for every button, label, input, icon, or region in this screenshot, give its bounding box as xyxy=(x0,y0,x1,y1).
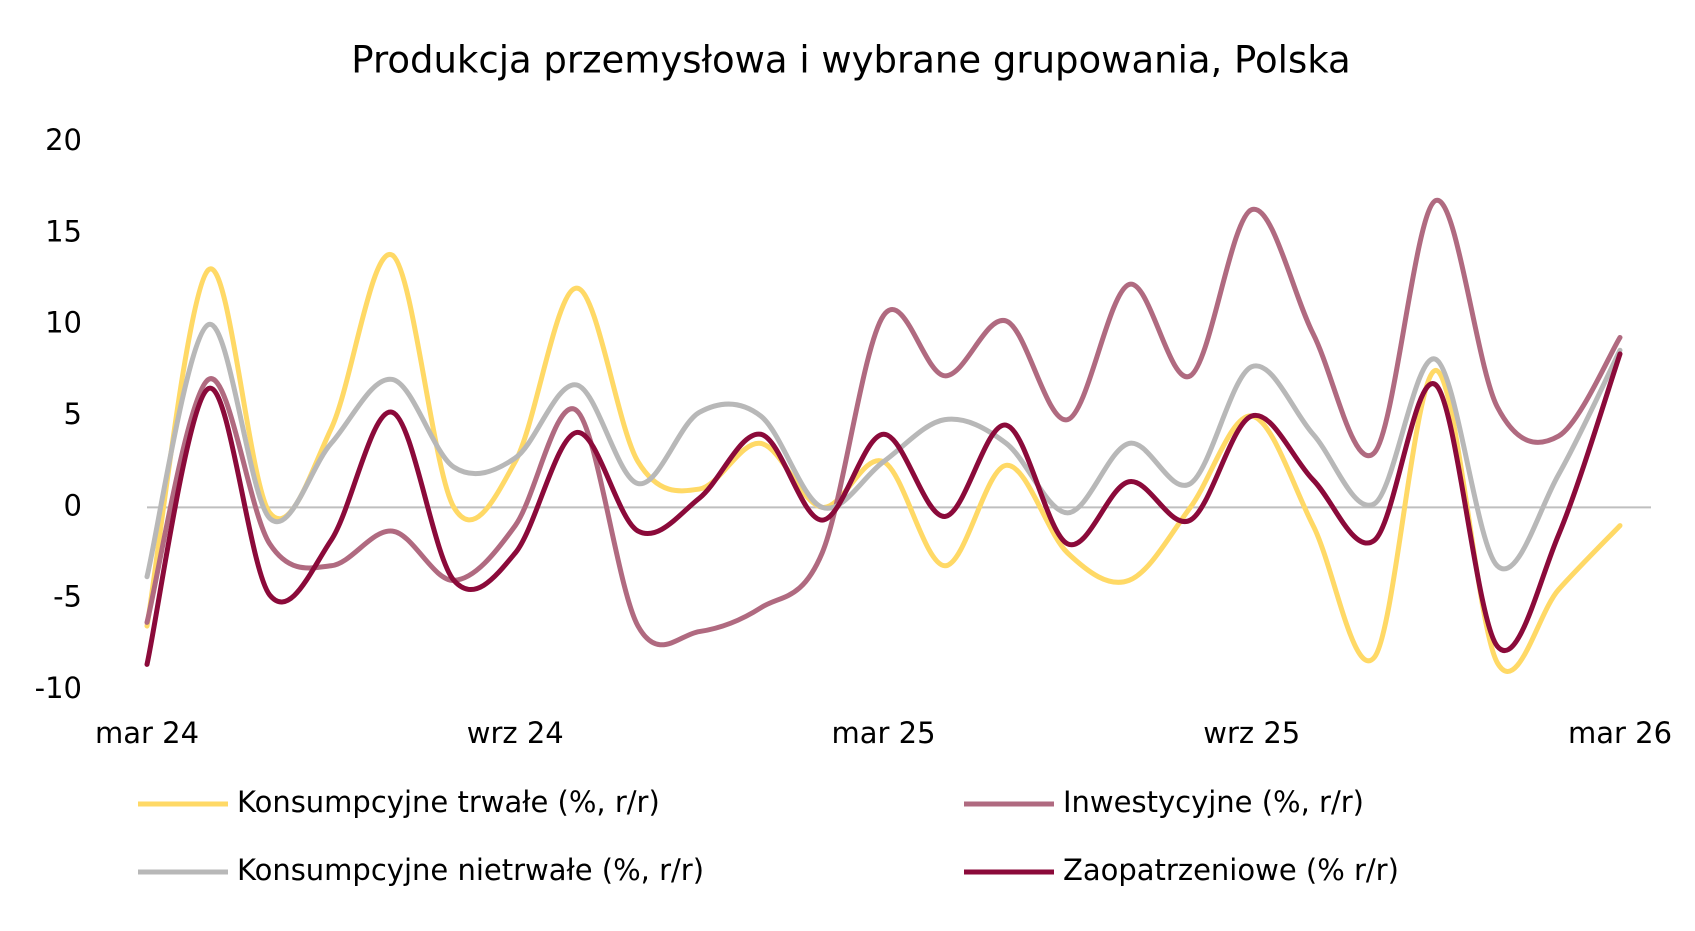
legend-label: Zaopatrzeniowe (% r/r) xyxy=(1063,853,1399,887)
legend-label: Konsumpcyjne nietrwałe (%, r/r) xyxy=(237,853,704,887)
y-tick-label: 20 xyxy=(45,123,82,157)
series-line xyxy=(144,197,1623,648)
chart-title: Produkcja przemysłowa i wybrane grupowan… xyxy=(351,39,1350,82)
legend-label: Inwestycyjne (%, r/r) xyxy=(1063,785,1364,819)
x-tick-label: mar 25 xyxy=(831,716,935,750)
series-line xyxy=(144,351,1623,667)
x-tick-label: mar 24 xyxy=(95,716,199,750)
series-line xyxy=(144,322,1623,580)
legend-label: Konsumpcyjne trwałe (%, r/r) xyxy=(237,785,660,819)
y-tick-label: 15 xyxy=(45,214,82,248)
y-tick-label: 10 xyxy=(45,306,82,340)
x-tick-label: wrz 25 xyxy=(1203,716,1300,750)
y-tick-label: 0 xyxy=(64,488,82,522)
y-tick-label: -10 xyxy=(35,671,82,705)
y-tick-label: 5 xyxy=(64,397,82,431)
y-tick-label: -5 xyxy=(53,580,82,614)
x-tick-label: wrz 24 xyxy=(467,716,564,750)
x-tick-label: mar 26 xyxy=(1568,716,1672,750)
